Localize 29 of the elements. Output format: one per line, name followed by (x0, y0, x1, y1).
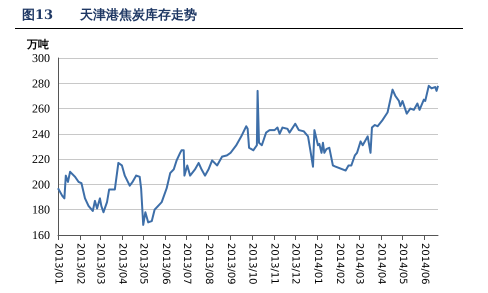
x-tick-label: 2013/10 (246, 243, 258, 285)
x-tick-label: 2013/09 (225, 243, 236, 285)
y-tick-label: 160 (32, 228, 50, 242)
y-tick-label: 260 (32, 102, 50, 116)
x-tick-label: 2013/11 (268, 243, 280, 285)
x-tick-label: 2014/04 (376, 243, 387, 285)
x-tick-label: 2013/05 (138, 243, 149, 285)
chart-title: 图13 天津港焦炭库存走势 (22, 6, 198, 24)
x-tick-label: 2013/12 (290, 243, 301, 285)
x-tick-label: 2013/07 (181, 243, 192, 285)
x-tick-label: 2014/03 (354, 243, 365, 285)
x-tick-label: 2014/05 (396, 243, 408, 285)
y-tick-label: 180 (32, 202, 50, 217)
x-tick-label: 2013/01 (52, 243, 64, 285)
y-tick-label: 220 (32, 152, 50, 166)
line-series (57, 84, 439, 226)
y-tick-label: 240 (32, 126, 50, 141)
y-tick-label: 200 (32, 177, 50, 192)
x-tick-label: 2013/06 (160, 243, 171, 285)
x-tick-label: 2013/08 (203, 243, 214, 285)
x-tick-label: 2013/04 (116, 243, 128, 285)
x-tick-label: 2014/02 (334, 243, 345, 285)
x-tick-label: 2014/01 (312, 243, 323, 285)
x-tick-label: 2014/06 (419, 243, 430, 285)
x-tick-label: 2013/02 (74, 243, 86, 285)
y-axis-title: 万吨 (26, 38, 49, 51)
y-tick-label: 280 (32, 76, 50, 90)
y-tick-label: 300 (32, 51, 50, 65)
x-tick-label: 2013/03 (94, 243, 106, 285)
